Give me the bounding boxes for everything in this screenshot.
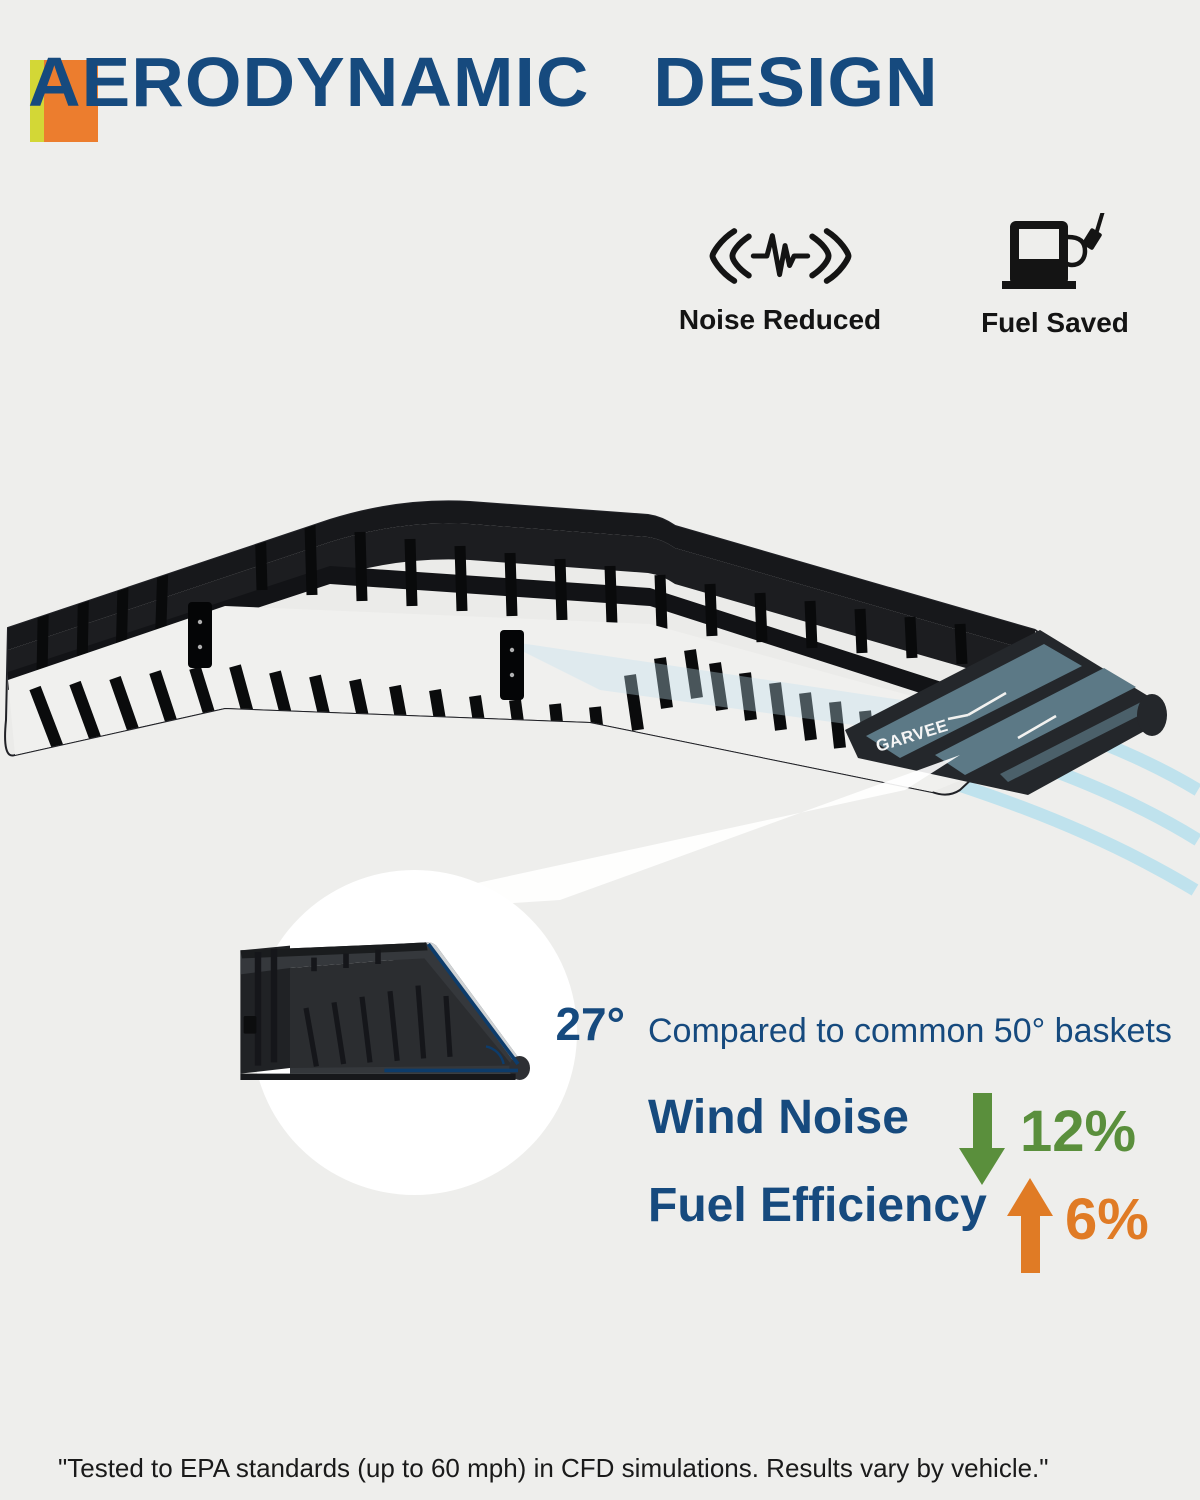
svg-text:27°: 27° bbox=[555, 998, 625, 1050]
